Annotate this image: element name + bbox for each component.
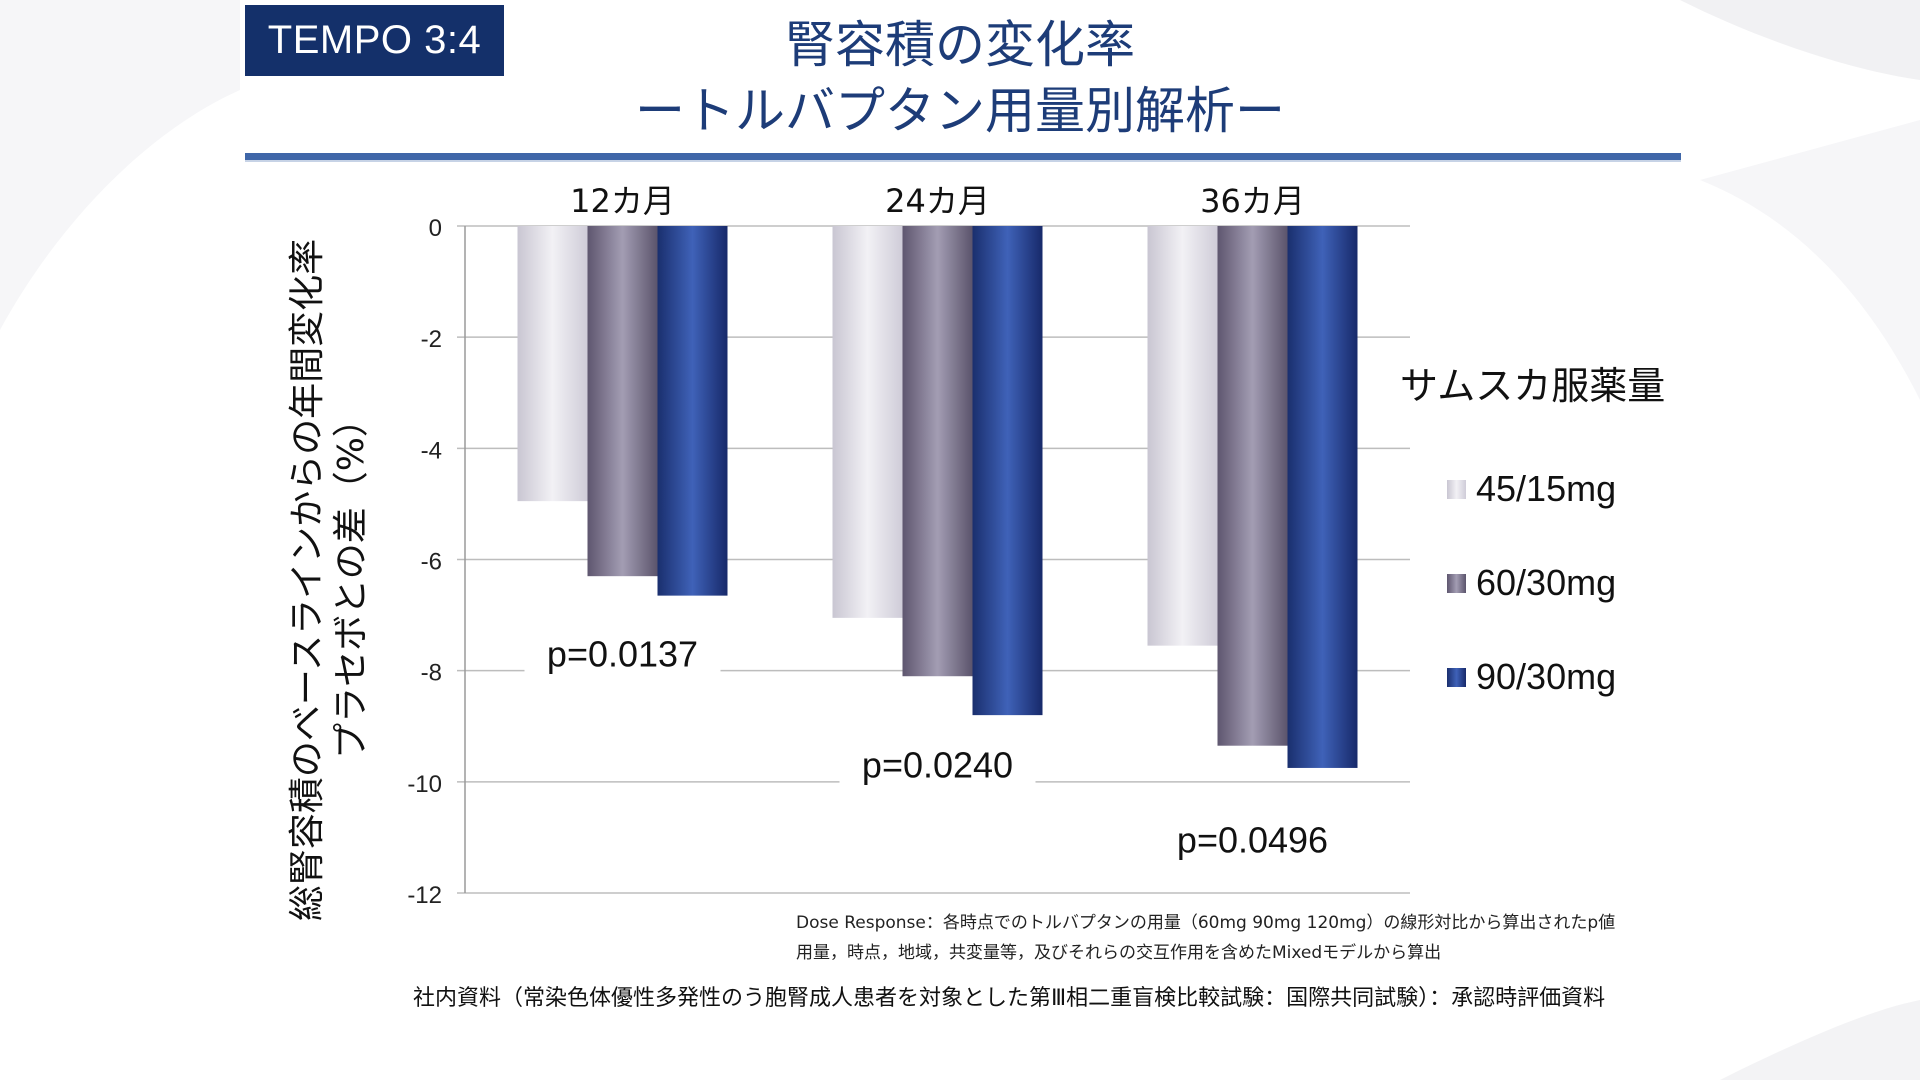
y-tick-label: -10 bbox=[407, 771, 442, 798]
footnote-dose-response: Dose Response：各時点でのトルバプタンの用量（60mg 90mg 1… bbox=[796, 913, 1616, 933]
category-label: 12カ月 bbox=[570, 182, 675, 220]
bar-90-30mg-2 bbox=[972, 226, 1043, 716]
bar-90-30mg-3 bbox=[1287, 226, 1358, 768]
legend-item-45-15mg: 45/15mg bbox=[1447, 468, 1616, 510]
bar-90-30mg-1 bbox=[657, 226, 728, 596]
source-citation: 社内資料（常染色体優性多発性のう胞腎成人患者を対象とした第Ⅲ相二重盲検比較試験：… bbox=[413, 986, 1606, 1011]
legend-item-90-30mg: 90/30mg bbox=[1447, 656, 1616, 698]
bar-60-30mg-3 bbox=[1217, 226, 1288, 746]
y-tick-label: -12 bbox=[407, 882, 442, 909]
y-tick-label: 0 bbox=[429, 215, 442, 242]
title-divider bbox=[245, 153, 1681, 160]
y-tick-label: -6 bbox=[421, 549, 442, 576]
y-tick-label: -4 bbox=[421, 437, 442, 464]
bar-45-15mg-1 bbox=[517, 226, 588, 502]
p-value-label: p=0.0496 bbox=[1177, 820, 1328, 861]
y-tick-label: -2 bbox=[421, 326, 442, 353]
y-tick-label: -8 bbox=[421, 660, 442, 687]
title-line-1: 腎容積の変化率 bbox=[785, 16, 1135, 74]
category-label: 24カ月 bbox=[885, 182, 990, 220]
bar-45-15mg-2 bbox=[832, 226, 903, 618]
legend-title: サムスカ服薬量 bbox=[1400, 364, 1666, 408]
legend-label-60-30mg: 60/30mg bbox=[1476, 562, 1617, 603]
footnote-model: 用量，時点，地域，共変量等，及びそれらの交互作用を含めたMixedモデルから算出 bbox=[796, 943, 1442, 963]
bar-60-30mg-2 bbox=[902, 226, 973, 677]
category-label: 36カ月 bbox=[1200, 182, 1305, 220]
legend-swatch-45-15mg bbox=[1447, 479, 1466, 499]
legend-item-60-30mg: 60/30mg bbox=[1447, 562, 1616, 604]
p-value-backing bbox=[524, 632, 721, 675]
p-value-backing bbox=[1154, 818, 1351, 861]
title-line-2: ートルバプタン用量別解析ー bbox=[635, 82, 1285, 140]
p-value-label: p=0.0137 bbox=[547, 633, 698, 674]
legend-swatch-60-30mg bbox=[1447, 573, 1466, 593]
page-title: 腎容積の変化率 ートルバプタン用量別解析ー bbox=[560, 12, 1360, 144]
bar-45-15mg-3 bbox=[1147, 226, 1218, 646]
p-value-backing bbox=[839, 743, 1036, 786]
study-tag: TEMPO 3:4 bbox=[245, 5, 504, 76]
legend-label-90-30mg: 90/30mg bbox=[1476, 656, 1617, 697]
legend-label-45-15mg: 45/15mg bbox=[1476, 468, 1617, 509]
title-divider-shadow bbox=[245, 160, 1681, 162]
legend-swatch-90-30mg bbox=[1447, 667, 1466, 687]
p-value-label: p=0.0240 bbox=[862, 744, 1013, 785]
bar-60-30mg-1 bbox=[587, 226, 658, 577]
